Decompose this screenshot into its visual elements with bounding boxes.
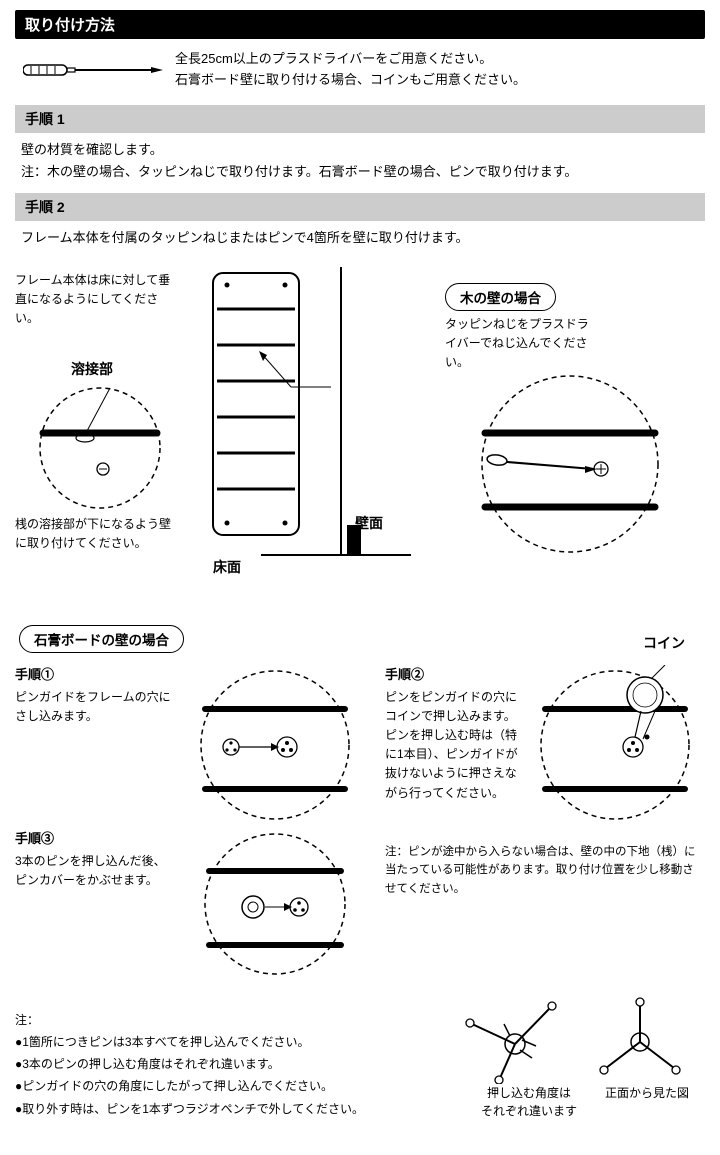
gypsum-section: 石膏ボードの壁の場合 手順① ピンガイドをフレームの穴にさし込みます。 bbox=[15, 625, 705, 979]
step2-diagram-area: フレーム本体は床に対して垂直になるようにしてください。 溶接部 桟の溶接部が下に… bbox=[15, 259, 705, 619]
bottom-note-2: ●3本のピンの押し込む角度はそれぞれ違います。 bbox=[15, 1053, 445, 1075]
gypsum-step1-text: ピンガイドをフレームの穴にさし込みます。 bbox=[15, 688, 175, 726]
frame-vertical-note: フレーム本体は床に対して垂直になるようにしてください。 bbox=[15, 271, 175, 329]
bottom-note-1: ●1箇所につきピンは3本すべてを押し込んでください。 bbox=[15, 1031, 445, 1053]
screwdriver-icon bbox=[23, 58, 163, 82]
gypsum-step3-title: 手順③ bbox=[15, 829, 175, 850]
step1-heading: 手順 1 bbox=[15, 105, 705, 133]
weld-label: 溶接部 bbox=[71, 359, 113, 379]
gypsum-step1-title: 手順① bbox=[15, 665, 175, 686]
bottom-notes: 注： ●1箇所につきピンは3本すべてを押し込んでください。 ●3本のピンの押し込… bbox=[15, 1009, 445, 1120]
step2-body: フレーム本体を付属のタッピンねじまたはピンで4箇所を壁に取り付けます。 bbox=[15, 221, 705, 259]
gypsum-note: 注：ピンが途中から入らない場合は、壁の中の下地（桟）に当たっている可能性がありま… bbox=[385, 843, 705, 898]
pin-caption-2: 正面から見た図 bbox=[605, 1084, 689, 1120]
wall-label: 壁面 bbox=[355, 513, 383, 533]
tool-text-1: 全長25cm以上のプラスドライバーをご用意ください。 bbox=[175, 49, 526, 70]
gypsum-step2-title: 手順② bbox=[385, 665, 525, 686]
section-title: 取り付け方法 bbox=[15, 10, 705, 39]
wood-wall-text: タッピンねじをプラスドライバーでねじ込んでください。 bbox=[445, 315, 595, 373]
weld-detail-icon bbox=[25, 383, 175, 513]
step2-heading: 手順 2 bbox=[15, 193, 705, 221]
wood-wall-pill: 木の壁の場合 bbox=[445, 283, 556, 311]
pin-front-icon bbox=[590, 994, 690, 1084]
gypsum-step2-text: ピンをピンガイドの穴にコインで押し込みます。 ピンを押し込む時は（特に1本目）、… bbox=[385, 688, 525, 803]
step1-body: 壁の材質を確認します。 bbox=[21, 139, 699, 161]
gypsum-step2-icon bbox=[525, 665, 705, 825]
gypsum-step3-text: 3本のピンを押し込んだ後、ピンカバーをかぶせます。 bbox=[15, 852, 175, 890]
pin-angle-icon bbox=[460, 994, 570, 1084]
tool-row: 全長25cm以上のプラスドライバーをご用意ください。 石膏ボード壁に取り付ける場… bbox=[15, 49, 705, 91]
gypsum-pill: 石膏ボードの壁の場合 bbox=[19, 625, 184, 653]
bottom-note-4: ●取り外す時は、ピンを1本ずつラジオペンチで外してください。 bbox=[15, 1098, 445, 1120]
floor-label: 床面 bbox=[213, 557, 241, 577]
step1-note: 注：木の壁の場合、タッピンねじで取り付けます。石膏ボード壁の場合、ピンで取り付け… bbox=[21, 161, 699, 183]
gypsum-step3-icon bbox=[175, 829, 375, 979]
pin-caption-1: 押し込む角度は それぞれ違います bbox=[481, 1084, 577, 1120]
weld-below-note: 桟の溶接部が下になるよう壁に取り付けてください。 bbox=[15, 515, 175, 553]
wood-screw-detail-icon bbox=[455, 369, 685, 559]
coin-label: コイン bbox=[643, 633, 685, 653]
gypsum-step1-icon bbox=[175, 665, 375, 825]
tool-text-2: 石膏ボード壁に取り付ける場合、コインもご用意ください。 bbox=[175, 70, 526, 91]
bottom-notes-heading: 注： bbox=[15, 1009, 445, 1031]
bottom-note-3: ●ピンガイドの穴の角度にしたがって押し込んでください。 bbox=[15, 1075, 445, 1097]
